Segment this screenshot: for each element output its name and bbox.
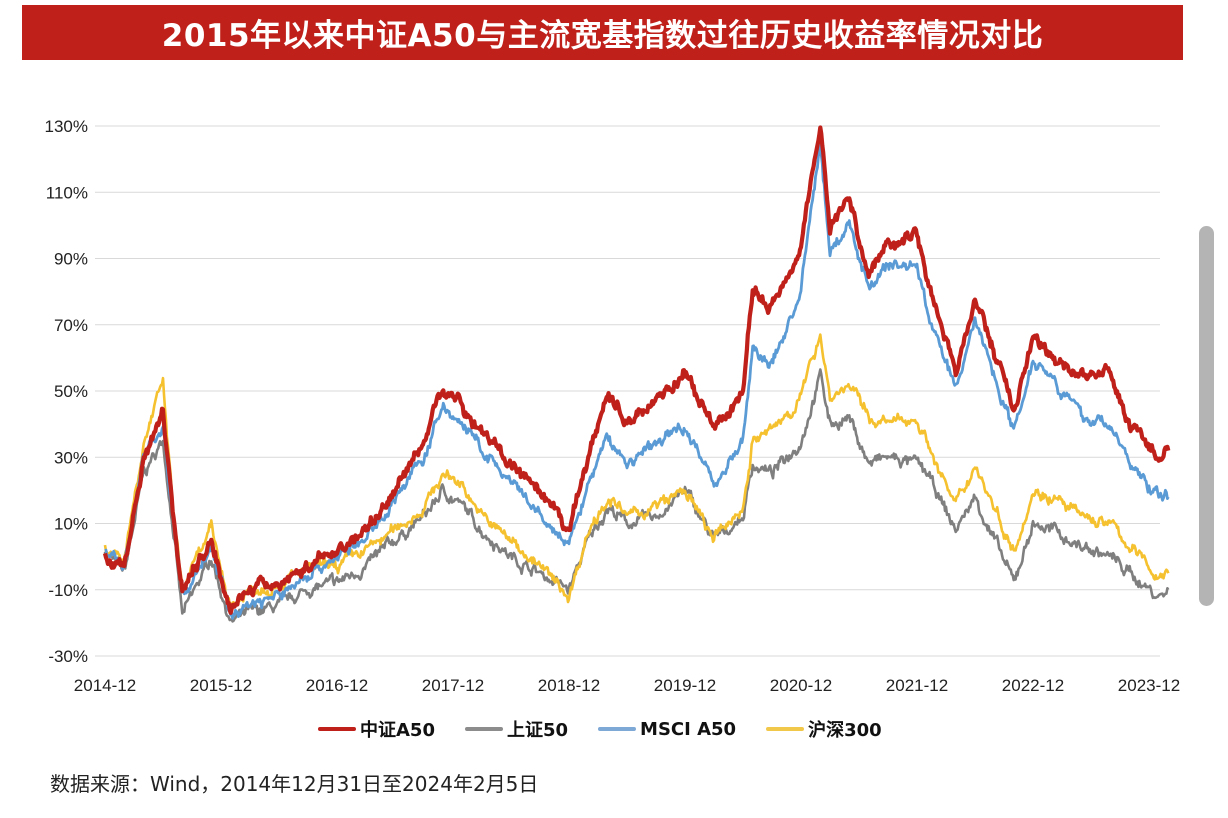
y-tick-label: 50% [54,382,88,401]
legend-label: 中证A50 [360,720,435,741]
scrollbar[interactable] [1199,226,1214,606]
x-tick-label: 2021-12 [886,676,948,695]
legend-swatch [464,727,503,731]
y-tick-label: 10% [54,515,88,534]
legend-item-sse50: 上证50 [464,716,569,742]
legend-item-msci-a50: MSCI A50 [598,719,736,740]
chart-title: 2015年以来中证A50与主流宽基指数过往历史收益率情况对比 [22,5,1183,60]
y-tick-label: 90% [54,250,88,269]
x-tick-label: 2014-12 [74,676,136,695]
y-tick-label: 30% [54,448,88,467]
legend-label: MSCI A50 [640,718,737,740]
legend-label: 沪深300 [808,720,882,741]
x-tick-label: 2016-12 [306,676,368,695]
x-tick-label: 2020-12 [770,676,832,695]
x-tick-label: 2023-12 [1118,676,1180,695]
legend-item-csi300: 沪深300 [766,716,882,742]
y-tick-label: 130% [45,117,88,136]
legend-swatch [766,727,805,731]
series-line-2 [104,139,1170,620]
x-tick-label: 2015-12 [190,676,252,695]
x-tick-label: 2022-12 [1002,676,1064,695]
legend-swatch [598,727,637,731]
x-tick-label: 2017-12 [422,676,484,695]
y-tick-label: 70% [54,316,88,335]
series-line-3 [102,125,1171,615]
legend-label: 上证50 [506,720,569,741]
y-tick-label: -30% [48,647,88,666]
legend-swatch [318,727,356,731]
legend-item-csi-a50: 中证A50 [318,716,435,742]
y-tick-label: 110% [46,183,88,202]
source-note: 数据来源：Wind，2014年12月31日至2024年2月5日 [50,772,539,796]
legend: 中证A50 上证50 MSCI A50 沪深300 [318,716,882,742]
x-tick-label: 2018-12 [538,676,600,695]
x-tick-label: 2019-12 [654,676,716,695]
y-tick-label: -10% [48,581,88,600]
